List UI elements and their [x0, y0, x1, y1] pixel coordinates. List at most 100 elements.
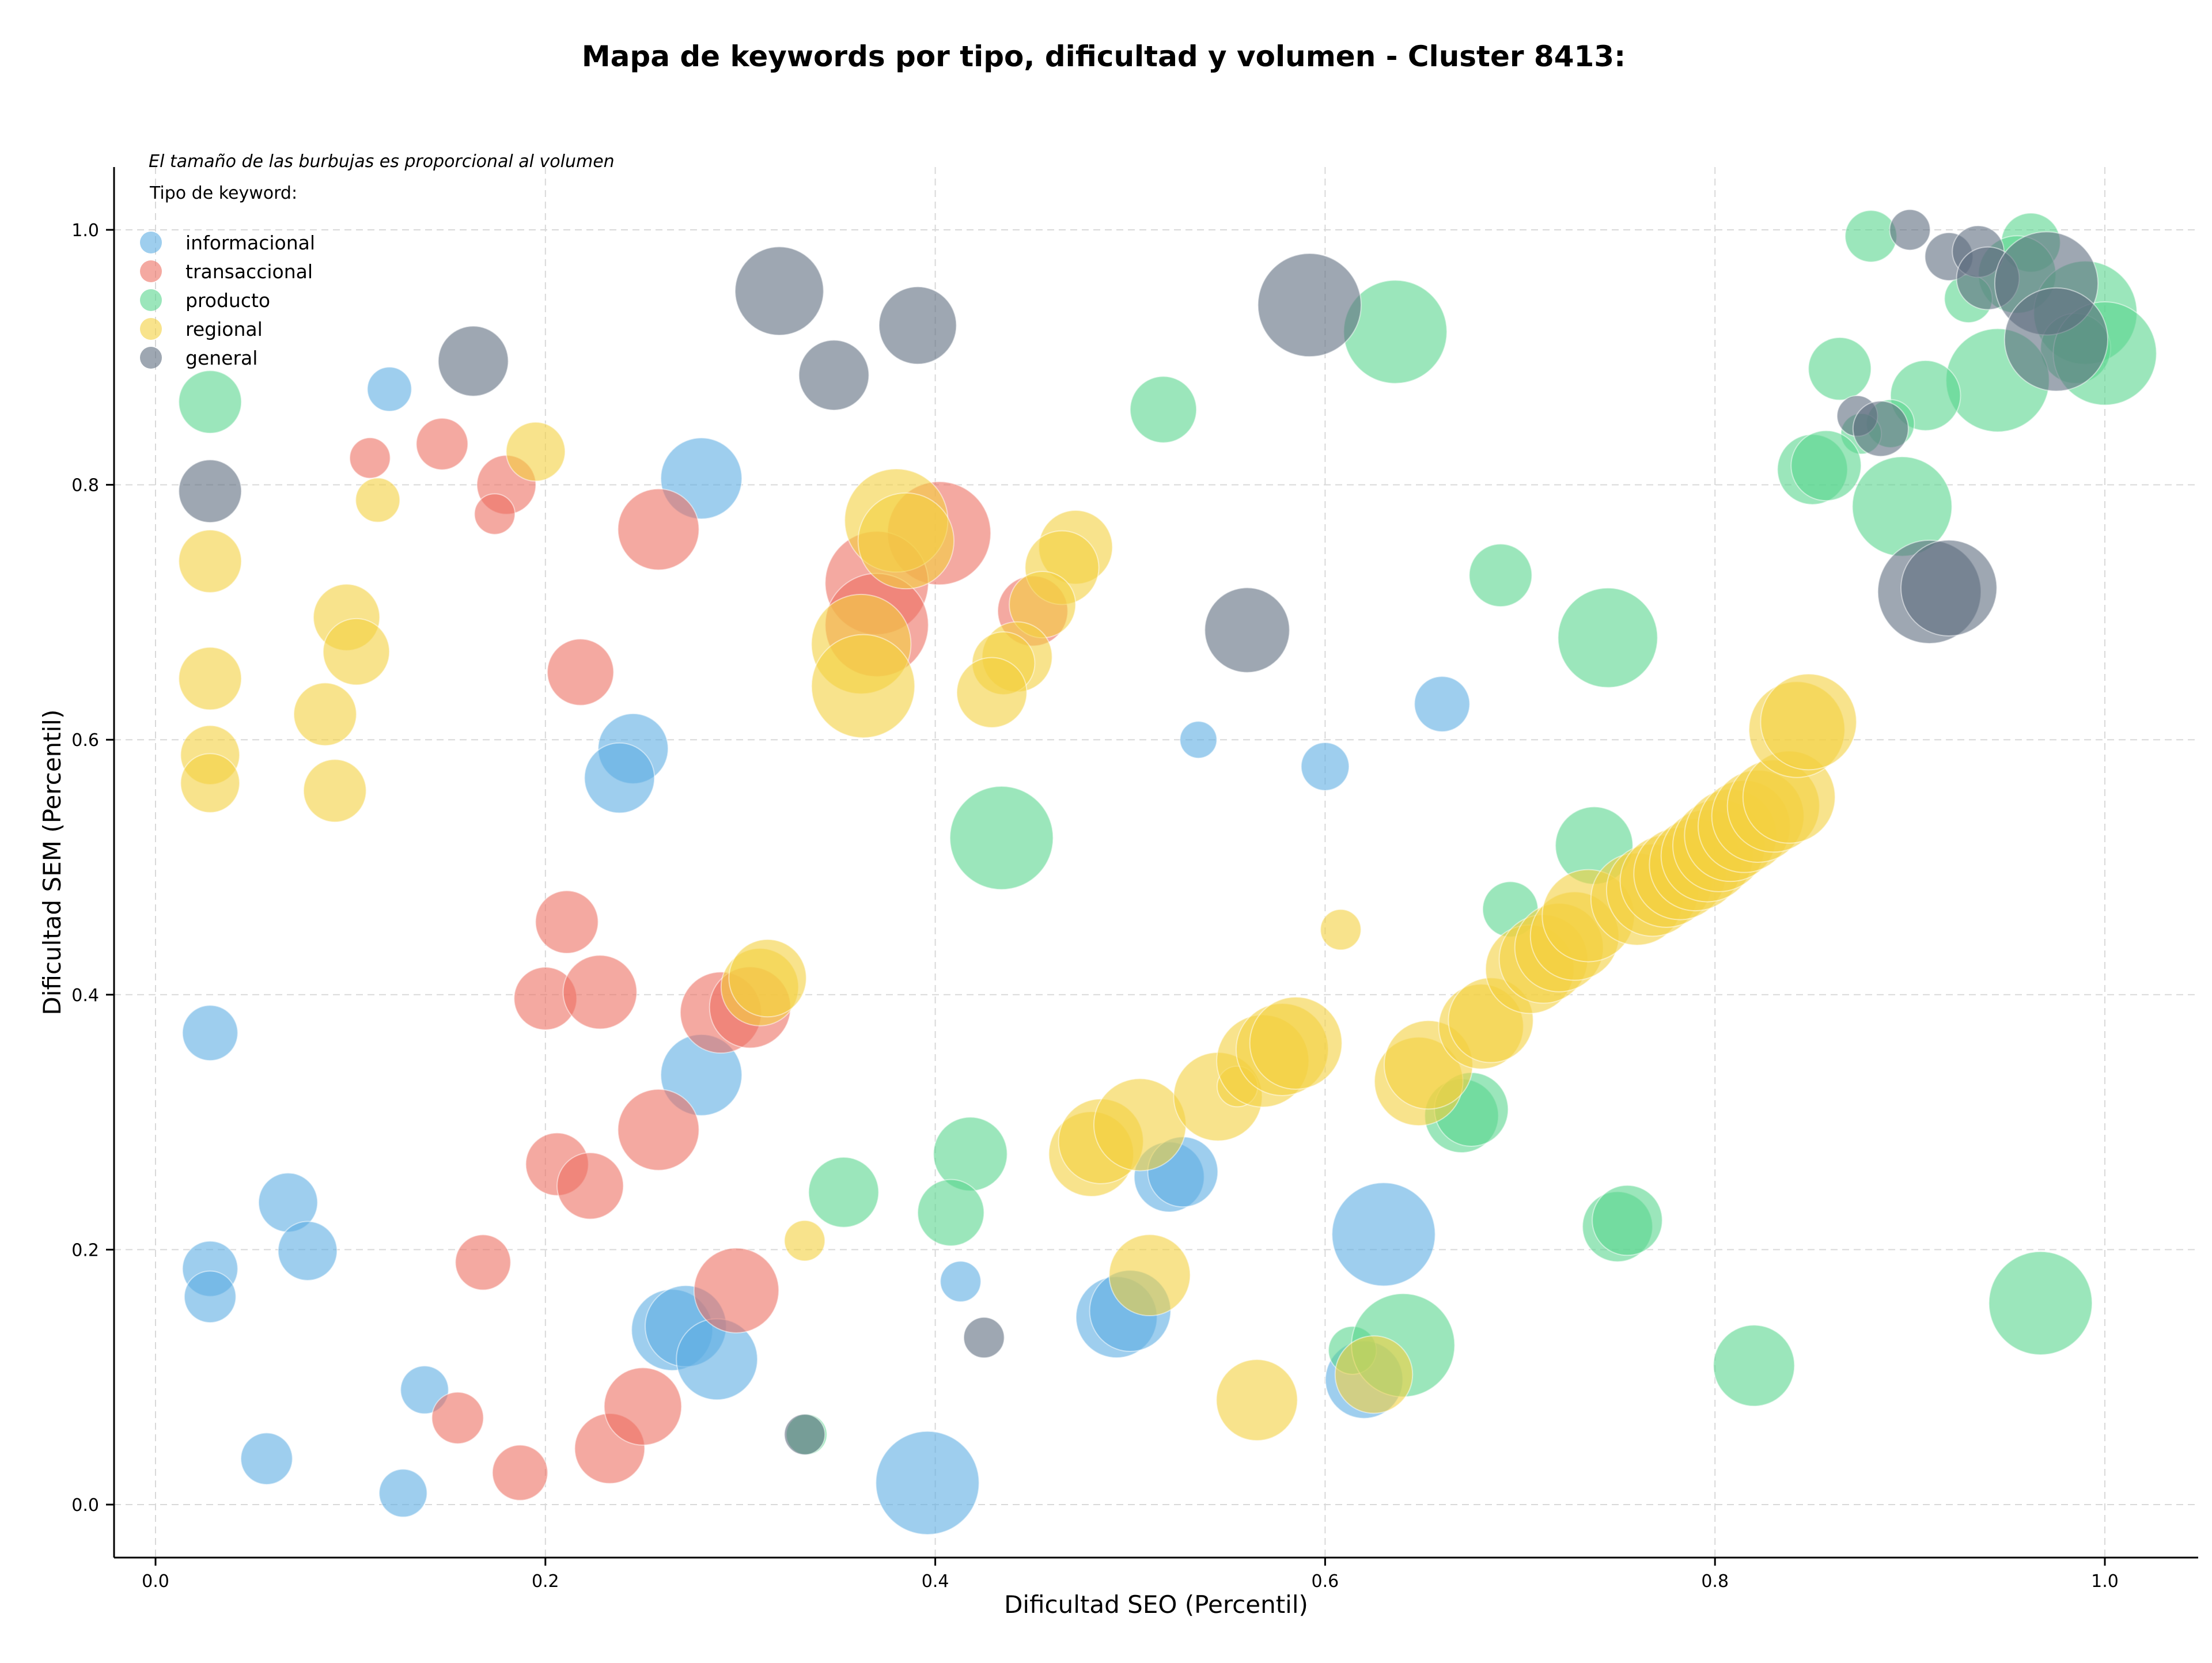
y-tick-label: 0.2 — [71, 1240, 99, 1260]
bubble-producto — [949, 786, 1054, 891]
bubble-informacional — [584, 742, 656, 814]
bubble-general — [734, 246, 824, 336]
legend-marker-regional — [140, 318, 162, 340]
bubble-regional — [783, 1219, 826, 1262]
bubble-informacional — [1300, 742, 1350, 791]
bubble-general — [1889, 209, 1931, 251]
bubble-transaccional — [693, 1247, 780, 1334]
bubble-regional — [857, 492, 955, 590]
bubble-regional — [1108, 1234, 1191, 1317]
bubble-transaccional — [617, 1088, 700, 1171]
bubble-general — [178, 459, 243, 524]
bubble-transaccional — [535, 890, 599, 954]
bubble-transaccional — [547, 638, 615, 706]
y-tick-label: 0.8 — [71, 476, 99, 496]
legend-marker-producto — [140, 289, 162, 311]
bubble-producto — [1808, 336, 1872, 401]
bubble-regional — [178, 646, 243, 711]
axes — [113, 167, 2198, 1559]
bubble-general — [963, 1316, 1005, 1359]
bubble-informacional — [875, 1430, 980, 1535]
bubble-regional — [1215, 1359, 1298, 1441]
bubble-general — [878, 286, 957, 365]
bubble-general — [1204, 587, 1290, 673]
bubble-transaccional — [349, 437, 391, 479]
bubble-regional — [293, 682, 357, 747]
x-axis-label: Dificultad SEO (Percentil) — [1004, 1590, 1308, 1619]
bubble-general — [783, 1414, 826, 1456]
bubble-transaccional — [556, 1152, 624, 1220]
legend-label-general: general — [185, 347, 257, 369]
bubble-producto — [1988, 1251, 2093, 1355]
bubble-informacional — [183, 1270, 237, 1324]
ticks: 0.0 0.2 0.4 0.6 0.8 1.0 0.0 0.2 0.4 0.6 0.8 1.0 — [71, 221, 2119, 1592]
bubble-general — [1900, 539, 1998, 637]
bubble-regional — [178, 529, 243, 593]
bubble-general — [1852, 400, 1909, 457]
bubble-transaccional — [603, 1367, 683, 1446]
bubble-producto — [1592, 1184, 1663, 1256]
y-tick-label: 1.0 — [71, 221, 99, 241]
x-tick-label: 0.6 — [1312, 1571, 1339, 1592]
bubble-regional — [1093, 1078, 1187, 1172]
bubbles — [178, 209, 2157, 1535]
legend-label-regional: regional — [185, 318, 263, 340]
bubble-regional — [728, 938, 807, 1018]
bubble-informacional — [378, 1468, 428, 1518]
bubble-general — [2003, 287, 2108, 392]
bubble-informacional — [277, 1221, 338, 1281]
bubble-general — [437, 325, 509, 397]
bubble-informacional — [366, 366, 412, 412]
grid — [114, 167, 2198, 1558]
bubble-transaccional — [562, 954, 638, 1030]
bubble-regional — [956, 657, 1028, 729]
bubble-informacional — [240, 1432, 293, 1486]
bubble-producto — [1557, 587, 1658, 688]
bubble-transaccional — [491, 1444, 548, 1501]
y-axis-label: Dificultad SEM (Percentil) — [38, 710, 66, 1016]
bubble-regional — [1320, 908, 1362, 951]
bubble-regional — [1249, 996, 1343, 1090]
x-tick-label: 0.2 — [532, 1571, 559, 1592]
bubble-transaccional — [617, 488, 700, 571]
bubble-regional — [810, 634, 915, 738]
bubble-informacional — [940, 1260, 982, 1302]
y-tick-label: 0.6 — [71, 730, 99, 751]
legend-title: Tipo de keyword: — [149, 183, 297, 203]
size-annotation: El tamaño de las burbujas es proporciona… — [149, 151, 615, 172]
bubble-producto — [1844, 210, 1897, 263]
bubble-regional — [1334, 1335, 1414, 1414]
bubble-producto — [1468, 543, 1533, 608]
bubble-informacional — [1414, 676, 1471, 733]
bubble-informacional — [400, 1365, 449, 1415]
legend-label-informacional: informacional — [185, 232, 315, 254]
legend-marker-informacional — [140, 232, 162, 253]
bubble-regional — [1760, 673, 1857, 771]
bubble-regional — [302, 759, 367, 823]
legend-marker-general — [140, 347, 162, 369]
legend: informacional transaccional producto region… — [140, 232, 315, 369]
bubble-producto — [178, 370, 243, 434]
bubble-producto — [1713, 1324, 1796, 1407]
chart-title: Mapa de keywords por tipo, dificultad y … — [582, 40, 1626, 73]
bubble-transaccional — [454, 1234, 512, 1291]
bubble-transaccional — [431, 1391, 484, 1445]
bubble-producto — [808, 1157, 880, 1228]
bubble-general — [798, 339, 870, 411]
legend-label-transaccional: transaccional — [185, 260, 313, 283]
bubble-regional — [505, 421, 566, 482]
legend-marker-transaccional — [140, 260, 162, 282]
bubble-regional — [322, 618, 391, 686]
bubble-producto — [1790, 430, 1862, 502]
bubble-informacional — [181, 1005, 238, 1062]
bubble-general — [1257, 252, 1362, 358]
x-tick-label: 0.4 — [922, 1571, 949, 1592]
y-tick-label: 0.4 — [71, 986, 99, 1006]
bubble-transaccional — [415, 417, 469, 471]
x-tick-label: 0.0 — [142, 1571, 169, 1592]
legend-label-producto: producto — [185, 289, 270, 312]
y-tick-label: 0.0 — [71, 1495, 99, 1516]
x-tick-label: 1.0 — [2091, 1571, 2119, 1592]
bubble-regional — [355, 477, 401, 523]
